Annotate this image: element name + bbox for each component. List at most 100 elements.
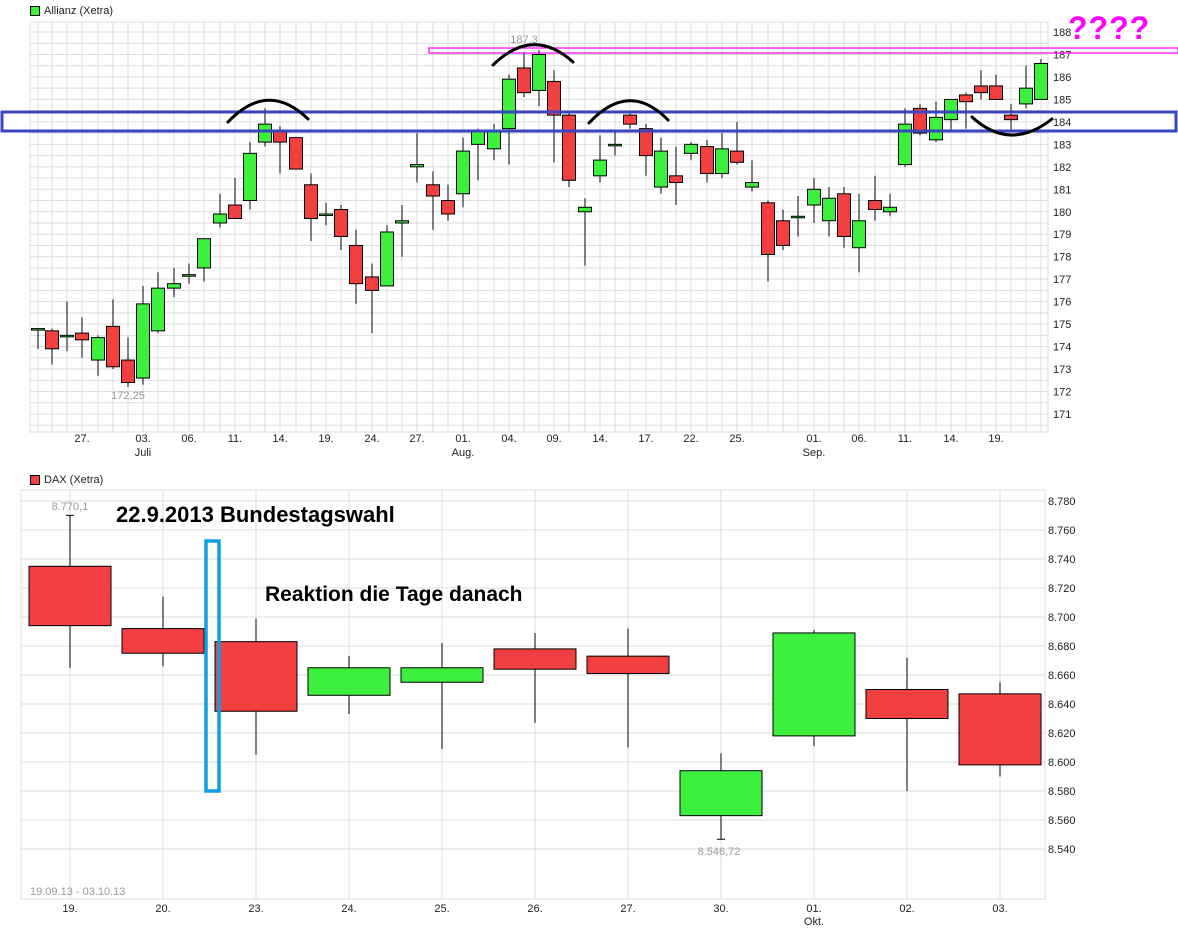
candle: [349, 229, 363, 304]
candle: [715, 133, 729, 179]
y-tick-label: 8.580: [1048, 786, 1076, 798]
candle: [929, 101, 943, 143]
x-tick-label: 11.: [898, 433, 912, 445]
low-value-label: 172,25: [111, 390, 145, 402]
x-month-label: Juli: [135, 447, 152, 459]
candle: [258, 108, 272, 147]
candle: [608, 130, 622, 156]
candle: [28, 515, 112, 668]
y-tick-label: 8.640: [1048, 699, 1076, 711]
x-tick-label: 14.: [272, 433, 287, 445]
candle: [456, 137, 470, 208]
allianz-candles: [31, 49, 1048, 388]
candle: [791, 196, 805, 237]
lower-annotations: 8.770,1 8.546,72 19.09.13 - 03.10.13: [30, 501, 740, 898]
y-tick-label: 180: [1053, 207, 1071, 219]
candle: [319, 202, 333, 226]
candle: [45, 328, 59, 365]
y-tick-label: 184: [1053, 117, 1071, 129]
x-tick-label: 14.: [943, 433, 958, 445]
candle: [772, 630, 856, 747]
y-tick-label: 8.780: [1048, 496, 1076, 508]
y-tick-label: 187: [1053, 49, 1071, 61]
y-tick-label: 188: [1053, 27, 1071, 39]
y-tick-label: 172: [1053, 387, 1071, 399]
x-tick-label: 17.: [638, 433, 653, 445]
candle: [700, 139, 714, 183]
y-tick-label: 8.680: [1048, 641, 1076, 653]
candle: [776, 209, 790, 250]
support-zone-box: [0, 110, 1178, 133]
candle: [1019, 65, 1033, 109]
x-tick-label: 27.: [409, 433, 424, 445]
x-tick-label: 24.: [341, 903, 356, 915]
candle: [228, 178, 242, 220]
candle: [304, 173, 318, 241]
left-shoulder-arc: [226, 98, 310, 124]
candle: [974, 70, 988, 100]
candle: [944, 98, 958, 131]
x-tick-label: 09.: [546, 433, 561, 445]
candle: [586, 628, 670, 748]
candle: [639, 124, 653, 176]
candle: [822, 187, 836, 237]
candle: [243, 142, 257, 210]
election-annotation: 22.9.2013 Bundestagswahl: [116, 502, 395, 527]
candle: [654, 137, 668, 194]
candle: [730, 121, 744, 165]
candle: [593, 135, 607, 183]
upper-axis: 188 187 186 185 184 183 182 181 180 179 178 177 176 1…: [74, 27, 1071, 459]
y-tick-label: 182: [1053, 162, 1071, 174]
x-tick-label: 22.: [683, 433, 698, 445]
candle: [989, 74, 1003, 100]
x-tick-label: 11.: [228, 433, 242, 445]
y-tick-label: 8.540: [1048, 844, 1076, 856]
candle: [60, 301, 74, 352]
upper-legend: Allianz (Xetra): [30, 5, 113, 17]
candle: [91, 335, 105, 376]
candle: [471, 128, 485, 181]
x-month-label: Aug.: [452, 447, 475, 459]
candle: [562, 110, 576, 188]
candle: [106, 299, 120, 370]
date-range-label: 19.09.13 - 03.10.13: [30, 886, 125, 898]
candle: [136, 285, 150, 385]
y-tick-label: 8.740: [1048, 554, 1076, 566]
candle: [197, 238, 211, 282]
candle: [547, 70, 561, 163]
candle: [400, 643, 484, 749]
y-tick-label: 185: [1053, 94, 1071, 106]
candle: [395, 205, 409, 257]
x-tick-label: 04.: [501, 433, 516, 445]
y-tick-label: 181: [1053, 184, 1071, 196]
y-tick-label: 8.620: [1048, 728, 1076, 740]
cup-arc: [970, 115, 1054, 137]
y-tick-label: 178: [1053, 252, 1071, 264]
candle: [865, 657, 949, 791]
y-tick-label: 8.660: [1048, 670, 1076, 682]
candle: [31, 328, 45, 349]
legend-swatch-dax: [30, 475, 40, 485]
candle: [837, 187, 851, 248]
candle: [365, 263, 379, 334]
candle: [852, 193, 866, 273]
x-tick-label: 25.: [729, 433, 744, 445]
y-tick-label: 179: [1053, 229, 1071, 241]
y-tick-label: 8.760: [1048, 525, 1076, 537]
y-tick-label: 171: [1053, 409, 1071, 421]
y-tick-label: 174: [1053, 342, 1071, 354]
x-month-label: Sep.: [803, 447, 826, 459]
candle: [532, 49, 546, 107]
candle: [578, 198, 592, 266]
y-tick-label: 8.700: [1048, 612, 1076, 624]
x-tick-label: 20.: [155, 903, 170, 915]
x-tick-label: 06.: [181, 433, 196, 445]
candle: [669, 146, 683, 206]
lower-legend-label: DAX (Xetra): [44, 474, 104, 486]
x-tick-label: 06.: [851, 433, 866, 445]
lower-grid: [20, 489, 1046, 900]
candle: [121, 596, 205, 667]
high-value-label: 187,3: [510, 34, 538, 46]
head-arc: [491, 43, 575, 67]
upper-legend-label: Allianz (Xetra): [44, 5, 114, 17]
